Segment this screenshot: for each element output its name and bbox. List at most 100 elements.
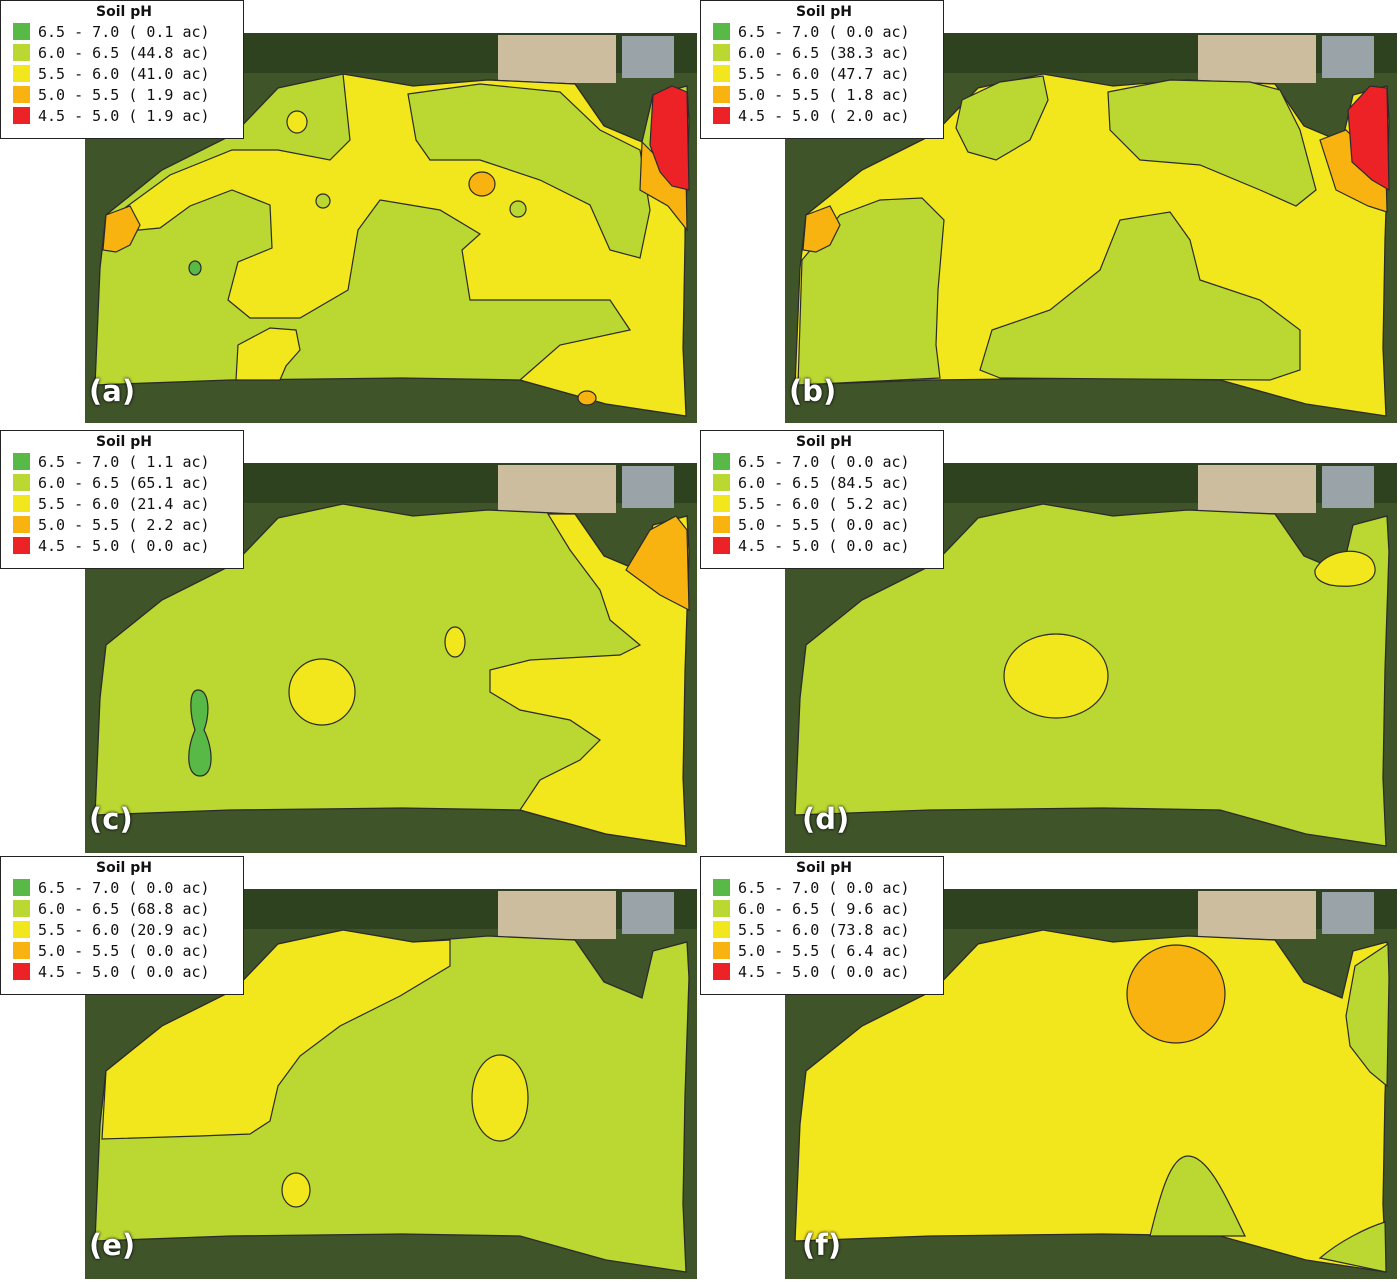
legend-area: ( 0.0 ac) [828, 878, 910, 897]
legend-area: ( 1.9 ac) [128, 106, 210, 125]
zone-green-south [979, 211, 1301, 381]
yellow-spot-east [471, 1054, 529, 1142]
zone-yellow-sw [235, 327, 301, 381]
legend-swatch [13, 942, 30, 959]
legend-title: Soil pH [96, 860, 152, 876]
legend-area: (73.8 ac) [828, 920, 910, 939]
legend-range-label: 5.0 - 5.5 ( 0.0 ac) [738, 516, 910, 534]
legend-rows: 6.5 - 7.0 ( 0.0 ac) 6.0 - 6.5 (68.8 ac) 5.… [13, 877, 235, 982]
farmstead-patch [622, 36, 674, 78]
legend-range-label: 5.0 - 5.5 ( 1.9 ac) [38, 86, 210, 104]
legend-row: 6.0 - 6.5 (84.5 ac) [713, 472, 935, 493]
farmstead-patch [1322, 466, 1374, 508]
bare-field-patch [1198, 465, 1316, 513]
legend-swatch [713, 942, 730, 959]
legend-area: ( 0.0 ac) [828, 452, 910, 471]
legend-range-label: 4.5 - 5.0 ( 0.0 ac) [738, 537, 910, 555]
legend-range-label: 5.0 - 5.5 ( 2.2 ac) [38, 516, 210, 534]
legend-swatch [713, 107, 730, 124]
zone-green-ne [1107, 79, 1317, 207]
red-zone-ne [649, 85, 690, 191]
legend-row: 5.0 - 5.5 ( 1.8 ac) [713, 84, 935, 105]
orange-zone-ne [1319, 129, 1388, 213]
yellow-spot-center [288, 658, 356, 726]
legend-row: 4.5 - 5.0 ( 0.0 ac) [13, 535, 235, 556]
legend-range-label: 5.5 - 6.0 (73.8 ac) [738, 921, 910, 939]
legend-range-label: 5.0 - 5.5 ( 0.0 ac) [38, 942, 210, 960]
legend-range-label: 5.5 - 6.0 (47.7 ac) [738, 65, 910, 83]
red-zone-ne [1347, 85, 1390, 192]
legend-swatch [713, 879, 730, 896]
orange-zone-west [802, 205, 841, 253]
legend-box: Soil pH 6.5 - 7.0 ( 0.0 ac) 6.0 - 6.5 (84… [700, 430, 944, 569]
legend-swatch [713, 921, 730, 938]
orange-zone-west [102, 205, 141, 253]
legend-range: 4.5 - 5.0 [38, 536, 120, 555]
legend-range-label: 6.5 - 7.0 ( 0.0 ac) [738, 453, 910, 471]
legend-area: ( 2.0 ac) [828, 106, 910, 125]
legend-area: ( 0.0 ac) [128, 962, 210, 981]
legend-swatch [13, 107, 30, 124]
legend-range-label: 5.5 - 6.0 (20.9 ac) [38, 921, 210, 939]
zone-green-nw [955, 75, 1049, 161]
legend-range: 5.0 - 5.5 [738, 85, 820, 104]
legend-swatch [713, 900, 730, 917]
legend-range: 6.5 - 7.0 [738, 878, 820, 897]
legend-title: Soil pH [96, 4, 152, 20]
panel-label: (f) [802, 1228, 842, 1262]
legend-area: ( 5.2 ac) [828, 494, 910, 513]
legend-box: Soil pH 6.5 - 7.0 ( 0.0 ac) 6.0 - 6.5 (68… [0, 856, 244, 995]
legend-swatch [13, 453, 30, 470]
legend-row: 5.0 - 5.5 ( 0.0 ac) [13, 940, 235, 961]
legend-swatch [13, 921, 30, 938]
legend-row: 5.0 - 5.5 ( 1.9 ac) [13, 84, 235, 105]
legend-area: ( 0.0 ac) [128, 536, 210, 555]
yellow-spot-south [281, 1172, 311, 1208]
legend-area: (47.7 ac) [828, 64, 910, 83]
legend-row: 4.5 - 5.0 ( 0.0 ac) [713, 961, 935, 982]
legend-range: 4.5 - 5.0 [738, 536, 820, 555]
legend-swatch [13, 474, 30, 491]
legend-range-label: 6.5 - 7.0 ( 0.0 ac) [738, 879, 910, 897]
legend-range: 4.5 - 5.0 [738, 962, 820, 981]
map-panel-c: Soil pH 6.5 - 7.0 ( 1.1 ac) 6.0 - 6.5 (65… [0, 430, 700, 856]
legend-range: 5.5 - 6.0 [738, 920, 820, 939]
legend-range-label: 5.5 - 6.0 ( 5.2 ac) [738, 495, 910, 513]
legend-row: 6.0 - 6.5 (68.8 ac) [13, 898, 235, 919]
soil-ph-map-d [785, 463, 1397, 853]
legend-range: 5.0 - 5.5 [38, 85, 120, 104]
legend-box: Soil pH 6.5 - 7.0 ( 0.1 ac) 6.0 - 6.5 (44… [0, 0, 244, 139]
legend-range-label: 6.5 - 7.0 ( 0.0 ac) [738, 23, 910, 41]
legend-row: 5.5 - 6.0 (47.7 ac) [713, 63, 935, 84]
legend-swatch [713, 495, 730, 512]
legend-range: 5.0 - 5.5 [738, 515, 820, 534]
legend-range: 6.5 - 7.0 [738, 22, 820, 41]
legend-row: 5.5 - 6.0 ( 5.2 ac) [713, 493, 935, 514]
legend-swatch [13, 44, 30, 61]
legend-row: 6.0 - 6.5 (44.8 ac) [13, 42, 235, 63]
legend-range: 6.0 - 6.5 [38, 473, 120, 492]
legend-range-label: 5.5 - 6.0 (41.0 ac) [38, 65, 210, 83]
legend-range-label: 4.5 - 5.0 ( 0.0 ac) [38, 537, 210, 555]
legend-area: ( 0.0 ac) [128, 878, 210, 897]
field-boundary [794, 929, 1390, 1273]
farmstead-patch [622, 466, 674, 508]
legend-row: 6.5 - 7.0 ( 0.0 ac) [713, 21, 935, 42]
legend-row: 5.5 - 6.0 (41.0 ac) [13, 63, 235, 84]
legend-range-label: 6.0 - 6.5 (38.3 ac) [738, 44, 910, 62]
legend-area: ( 1.8 ac) [828, 85, 910, 104]
panel-label: (d) [802, 802, 850, 836]
legend-swatch [13, 963, 30, 980]
zone-green-east [1345, 942, 1390, 1088]
legend-range: 5.5 - 6.0 [38, 64, 120, 83]
green-spot-1 [315, 193, 331, 209]
legend-row: 6.0 - 6.5 (38.3 ac) [713, 42, 935, 63]
legend-range: 6.0 - 6.5 [738, 43, 820, 62]
map-panel-a: Soil pH 6.5 - 7.0 ( 0.1 ac) 6.0 - 6.5 (44… [0, 0, 700, 426]
legend-title: Soil pH [796, 434, 852, 450]
legend-row: 4.5 - 5.0 ( 0.0 ac) [13, 961, 235, 982]
legend-row: 6.5 - 7.0 ( 0.0 ac) [13, 877, 235, 898]
legend-area: ( 0.0 ac) [828, 22, 910, 41]
legend-area: ( 0.0 ac) [828, 515, 910, 534]
legend-range: 4.5 - 5.0 [738, 106, 820, 125]
